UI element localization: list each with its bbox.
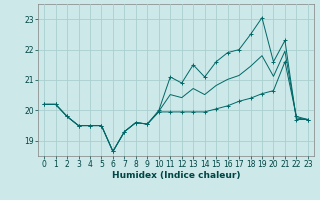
X-axis label: Humidex (Indice chaleur): Humidex (Indice chaleur)	[112, 171, 240, 180]
